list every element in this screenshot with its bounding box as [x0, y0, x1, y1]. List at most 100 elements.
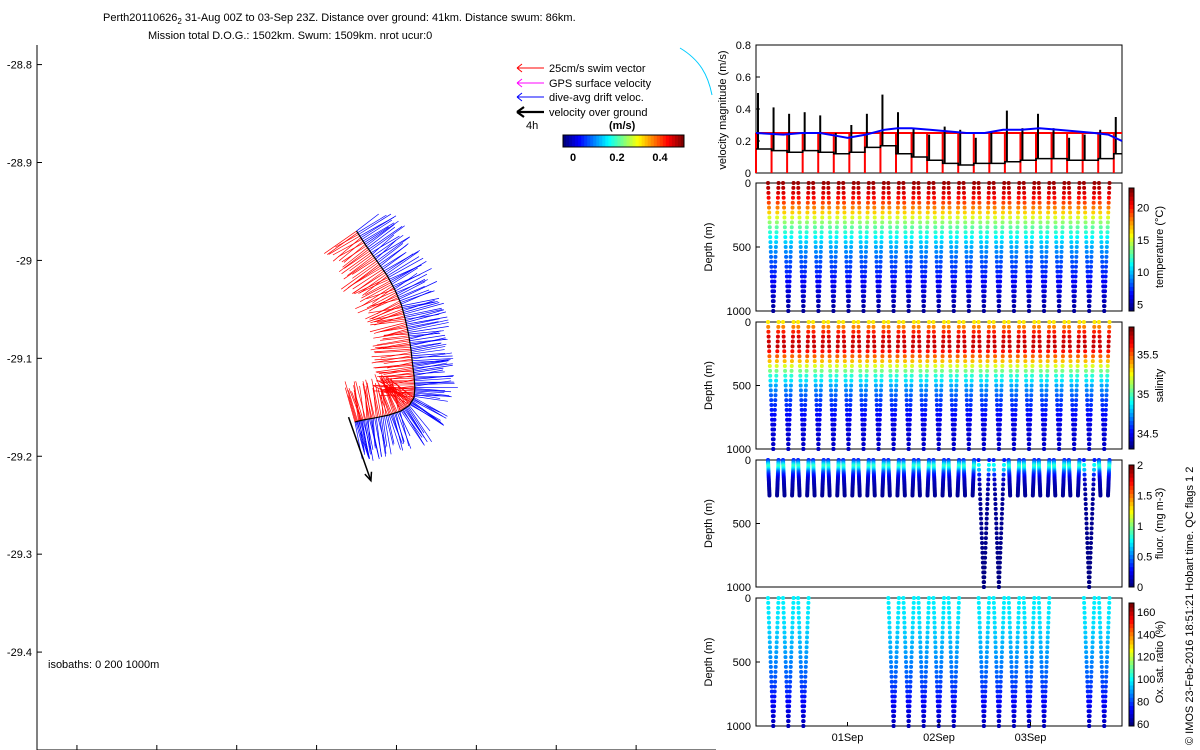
profile-sample [1027, 709, 1032, 714]
map-y-tick-label: -28.8 [7, 60, 32, 72]
colorbar-title: (m/s) [609, 120, 636, 132]
profile-sample [1066, 320, 1071, 324]
profile-sample [766, 615, 771, 620]
profile-sample [1007, 334, 1012, 339]
profile-sample [920, 269, 925, 274]
profile-sample [826, 181, 831, 185]
profile-sample [887, 630, 892, 635]
profile-sample [1104, 403, 1109, 408]
profile-sample [949, 679, 954, 684]
profile-sample [832, 427, 837, 432]
temperature-colorbar-cell [1129, 278, 1134, 283]
profile-sample [953, 259, 958, 264]
profile-sample [802, 422, 807, 427]
profile-sample [818, 393, 823, 398]
profile-sample [774, 359, 779, 364]
profile-sample [1015, 645, 1020, 650]
profile-sample [909, 245, 914, 249]
drift-vector [387, 256, 420, 277]
profile-sample [896, 181, 901, 185]
profile-sample [804, 655, 809, 660]
drift-vector [406, 318, 440, 327]
profile-sample [784, 264, 789, 269]
profile-sample [919, 259, 924, 264]
profile-sample [907, 294, 912, 299]
profile-sample [861, 447, 866, 451]
profile-sample [983, 679, 988, 684]
profile-sample [995, 403, 1000, 408]
profile-sample [887, 344, 892, 349]
profile-sample [866, 190, 871, 195]
colorbar-cell [668, 135, 673, 147]
profile-sample [1104, 388, 1109, 393]
profile-sample [940, 640, 945, 645]
profile-sample [820, 344, 825, 349]
profile-sample [919, 383, 924, 388]
profile-sample [977, 344, 982, 349]
profile-sample [1058, 417, 1063, 422]
profile-sample [881, 200, 886, 205]
profile-sample [949, 403, 954, 408]
profile-sample [1028, 417, 1033, 422]
profile-sample [1083, 487, 1088, 492]
profile-sample [877, 412, 882, 417]
profile-sample [1090, 368, 1095, 373]
profile-sample [768, 650, 773, 655]
profile-sample [908, 684, 913, 689]
profile-sample [1023, 645, 1028, 650]
profile-sample [1054, 383, 1059, 388]
depth-tick-label: 0 [745, 317, 751, 329]
profile-sample [982, 704, 987, 709]
profile-sample [982, 427, 987, 432]
profile-sample [814, 254, 819, 259]
profile-sample [1087, 299, 1092, 304]
profile-sample [783, 368, 788, 373]
profile-sample [781, 181, 786, 185]
profile-sample [1022, 620, 1027, 625]
profile-sample [956, 324, 961, 329]
drift-vector [399, 289, 430, 302]
profile-sample [901, 600, 906, 605]
profile-sample [911, 324, 916, 329]
profile-sample [1076, 334, 1081, 339]
profile-sample [908, 264, 913, 269]
profile-sample [1098, 493, 1103, 498]
profile-sample [1023, 630, 1028, 635]
profile-sample [1053, 368, 1058, 373]
temperature-colorbar-cell [1129, 224, 1134, 230]
profile-sample [843, 240, 848, 245]
profile-sample [941, 610, 946, 615]
profile-sample [803, 669, 808, 674]
swim-vector [354, 392, 359, 422]
profile-sample [986, 605, 991, 610]
profile-sample [1015, 635, 1020, 640]
drift-vector [414, 378, 451, 382]
profile-sample [773, 249, 778, 254]
profile-sample [955, 210, 960, 215]
profile-sample [799, 259, 804, 264]
profile-sample [790, 610, 795, 615]
profile-sample [1024, 388, 1029, 393]
profile-sample [775, 630, 780, 635]
profile-sample [980, 684, 985, 689]
profile-sample [1090, 506, 1095, 511]
profile-sample [982, 575, 987, 580]
drift-vector [396, 278, 426, 295]
profile-sample [909, 383, 914, 388]
profile-sample [834, 378, 839, 383]
profile-sample [1021, 320, 1026, 324]
profile-sample [772, 269, 777, 274]
profile-sample [841, 320, 846, 324]
profile-sample [1067, 200, 1072, 205]
drift-vector [402, 409, 425, 446]
profile-sample [984, 240, 989, 245]
profile-sample [1014, 393, 1019, 398]
profile-sample [1000, 630, 1005, 635]
profile-sample [873, 378, 878, 383]
profile-sample [1029, 249, 1034, 254]
profile-sample [964, 388, 969, 393]
profile-sample [902, 210, 907, 215]
profile-sample [1045, 220, 1050, 225]
profile-sample [871, 190, 876, 195]
profile-sample [937, 714, 942, 719]
